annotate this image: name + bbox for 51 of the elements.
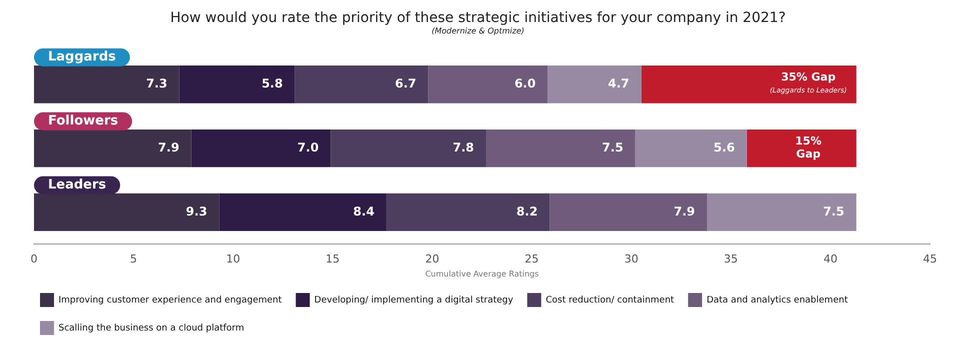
data-label: 7.8 <box>452 140 474 154</box>
data-label: 5.6 <box>714 140 735 154</box>
bar <box>746 129 856 168</box>
data-label: 7.5 <box>602 140 624 154</box>
x-tick-label: 10 <box>226 252 240 266</box>
chart-subtitle: (Modernize & Optmize) <box>432 26 524 36</box>
bar <box>486 129 636 168</box>
x-tick-label: 25 <box>524 252 539 266</box>
bar <box>550 193 707 232</box>
legend-label: Developing/ implementing a digital strategy <box>314 295 514 306</box>
bar <box>191 129 331 168</box>
data-label: 7.3 <box>146 76 168 90</box>
x-tick-label: 40 <box>823 252 838 266</box>
data-label: 7.9 <box>158 140 180 154</box>
data-label: 7.5 <box>823 204 844 218</box>
data-label: 7.0 <box>297 140 319 154</box>
y-tick-label: Followers <box>48 114 118 129</box>
bar <box>294 66 428 104</box>
annotation: 15% Gap <box>795 134 822 161</box>
data-label: 4.7 <box>608 76 630 90</box>
x-tick-label: 5 <box>130 252 138 266</box>
legend-label: Data and analytics enablement <box>706 295 848 306</box>
data-label: 6.7 <box>394 76 416 90</box>
bar <box>330 129 486 168</box>
data-label: 8.4 <box>353 204 374 218</box>
x-tick-label: 20 <box>425 252 440 266</box>
x-tick-label: 35 <box>724 252 738 266</box>
data-label: 8.2 <box>516 204 538 218</box>
data-label: 6.0 <box>514 76 536 90</box>
x-tick-label: 0 <box>30 252 38 266</box>
data-label: 7.9 <box>674 204 695 218</box>
chart-title: How would you rate the priority of these strategic initiatives for your company in 2021? <box>170 10 786 26</box>
x-tick-label: 30 <box>624 252 638 266</box>
bar <box>386 193 550 232</box>
legend-label: Improving customer experience and engagement <box>58 295 282 306</box>
x-tick-label: 15 <box>326 252 340 266</box>
x-axis-title: Cumulative Average Ratings <box>425 269 539 278</box>
data-label: 5.8 <box>262 76 283 90</box>
bar <box>641 66 856 104</box>
legend-label: Scalling the business on a cloud platform <box>58 323 244 334</box>
bar <box>219 193 386 232</box>
data-label: 9.3 <box>186 204 208 218</box>
y-tick-label: Laggards <box>48 50 116 65</box>
x-tick-label: 45 <box>923 252 937 266</box>
y-tick-label: Leaders <box>48 178 106 193</box>
legend-label: Cost reduction/ containment <box>546 295 675 306</box>
bar <box>428 66 548 104</box>
bar <box>179 66 295 104</box>
bar <box>706 193 856 232</box>
bar <box>548 66 642 104</box>
bar <box>635 129 747 168</box>
